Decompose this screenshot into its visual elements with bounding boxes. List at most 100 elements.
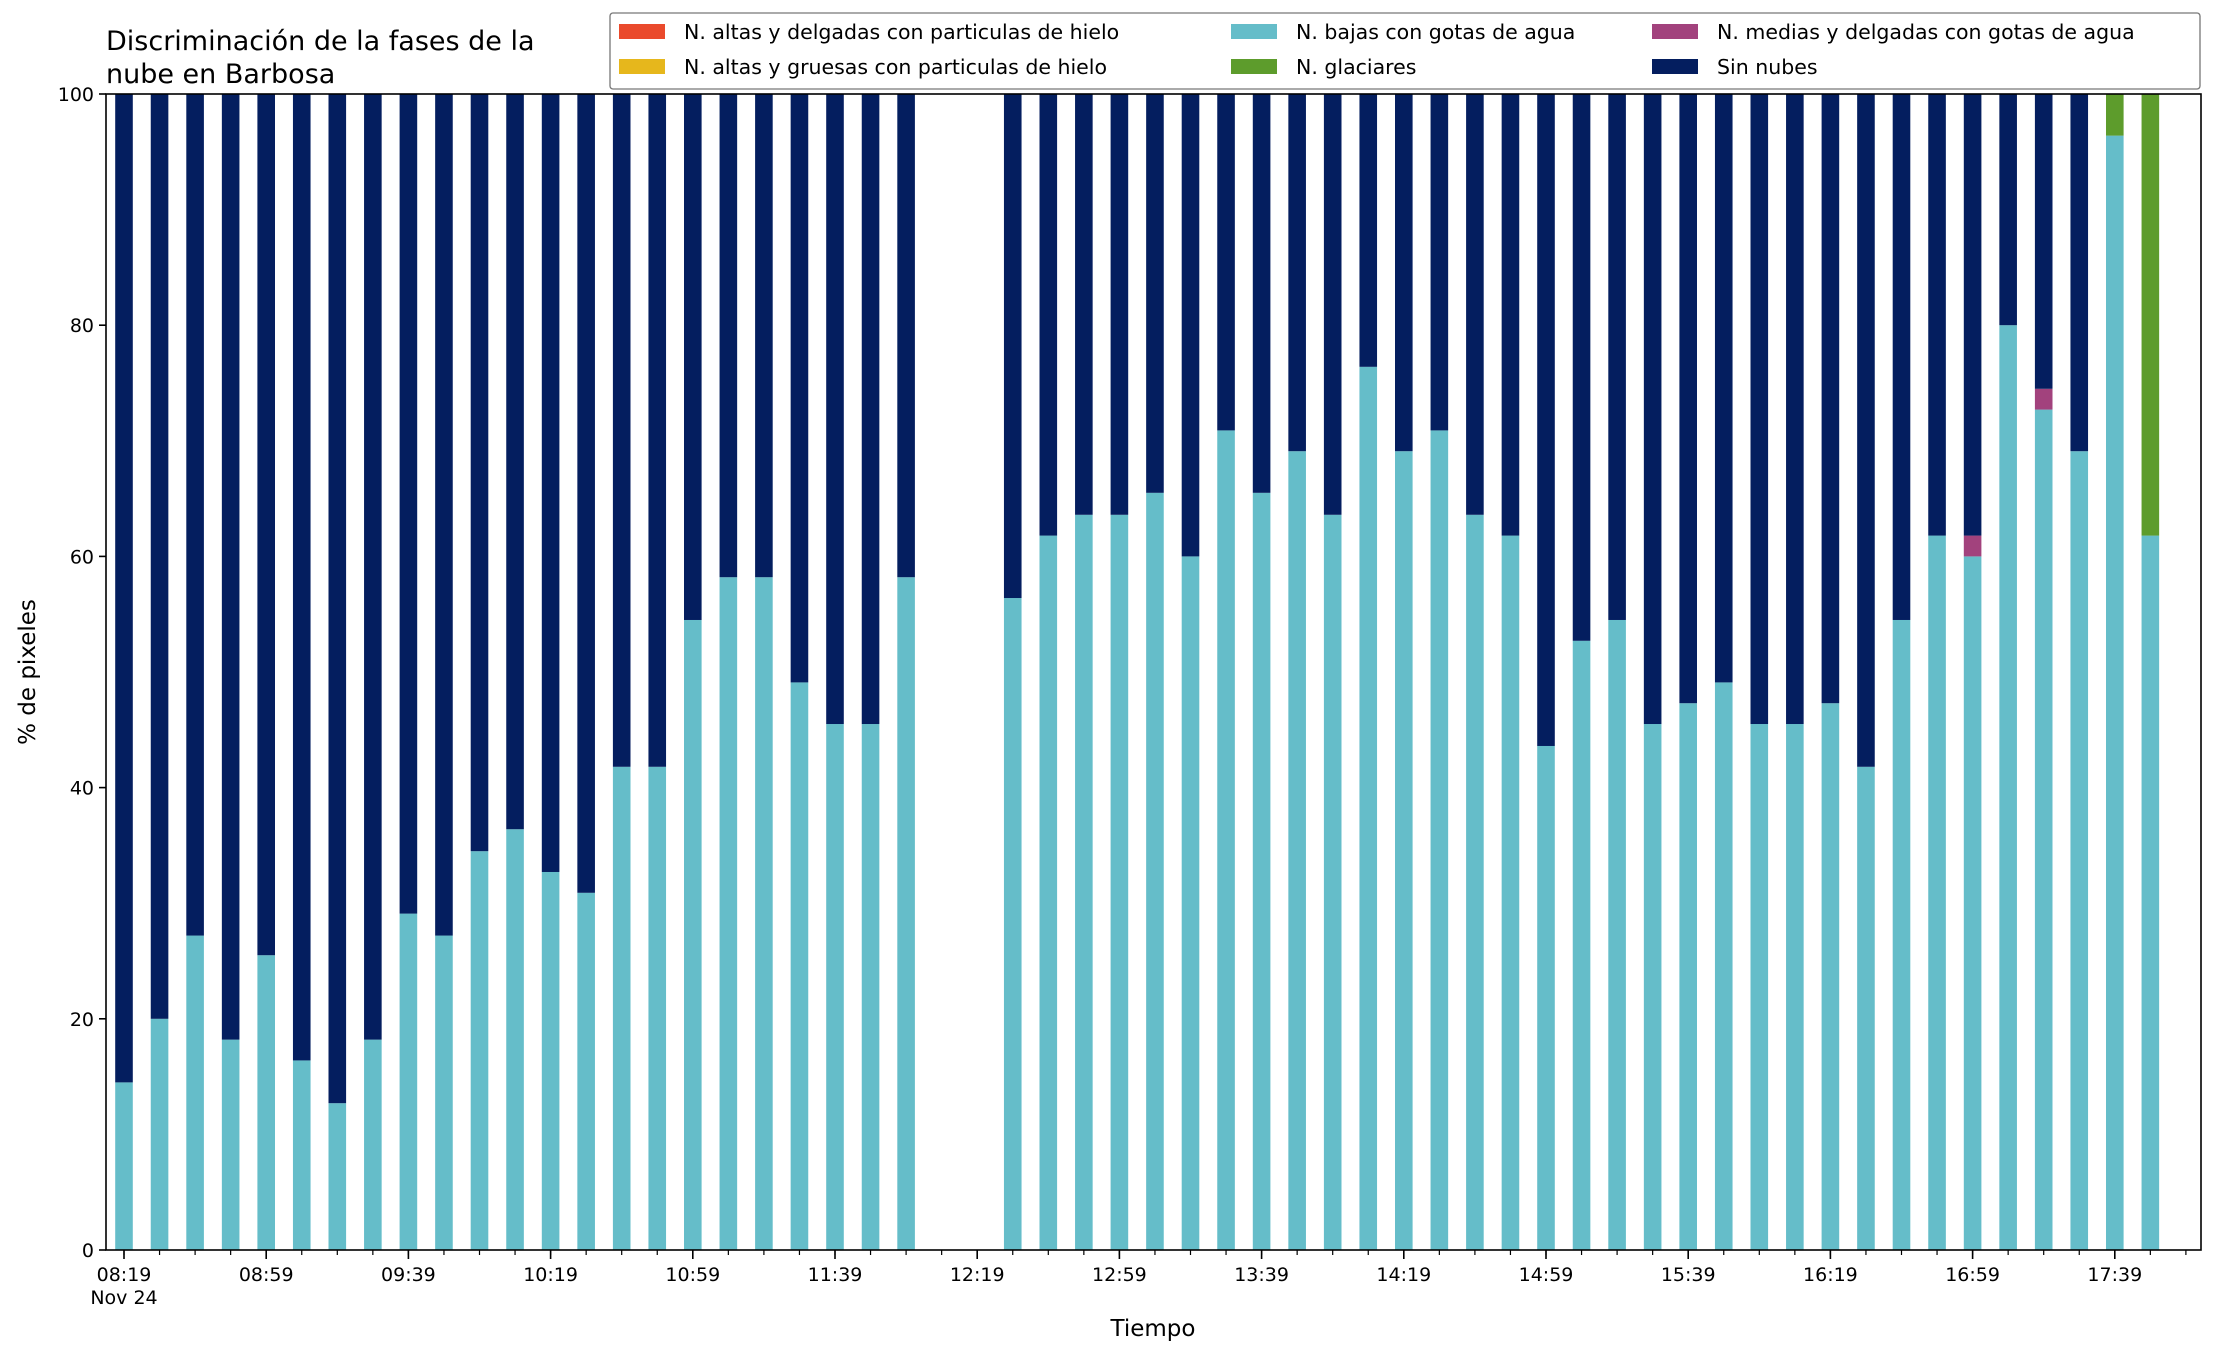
bar-segment-1129-s2 — [790, 682, 809, 1250]
bar-segment-0939-s2 — [399, 913, 418, 1250]
bar-segment-1259-s5 — [1110, 94, 1129, 515]
bar-segment-1359-s2 — [1323, 514, 1342, 1250]
x-tick-label: 12:59 — [1092, 1264, 1147, 1286]
bar-segment-1609-s2 — [1786, 724, 1804, 1250]
bar-segment-0929-s5 — [364, 94, 382, 1040]
bar-segment-1719-s5 — [2034, 94, 2053, 389]
x-tick-label: 08:59 — [239, 1264, 294, 1286]
bar-segment-1649-s5 — [1928, 94, 1946, 536]
bar-segment-0919-s2 — [328, 1103, 347, 1250]
bar-segment-1329-s5 — [1217, 94, 1235, 431]
bar-segment-0949-s5 — [435, 94, 453, 936]
x-tick-label: 16:19 — [1803, 1264, 1858, 1286]
x-tick-label: 16:59 — [1945, 1264, 2000, 1286]
bar-segment-1159-s2 — [897, 577, 915, 1250]
bar-segment-0859-s2 — [257, 955, 275, 1250]
bar-segment-0959-s5 — [470, 94, 489, 852]
legend-frame — [609, 12, 2201, 90]
bar-segment-1449-s2 — [1501, 535, 1520, 1250]
bar-segment-1259-s2 — [1110, 514, 1129, 1250]
bar-segment-1739-s2 — [2106, 135, 2124, 1250]
x-tick-label: 14:19 — [1376, 1264, 1431, 1286]
legend-swatch — [619, 24, 665, 39]
bar-segment-1509-s5 — [1572, 94, 1591, 641]
bar-segment-1349-s5 — [1288, 94, 1306, 452]
bar-segment-1719-s4 — [2034, 388, 2053, 410]
bar-segment-1119-s2 — [755, 577, 773, 1250]
legend-label: N. altas y delgadas con particulas de hi… — [684, 20, 1119, 44]
bar-segment-0829-s5 — [150, 94, 169, 1019]
bar-segment-1059-s5 — [684, 94, 702, 620]
bar-segment-1009-s2 — [506, 829, 524, 1250]
legend-label: N. bajas con gotas de agua — [1296, 20, 1575, 44]
x-tick-label: 12:19 — [950, 1264, 1005, 1286]
x-tick-label: 11:39 — [808, 1264, 863, 1286]
bar-segment-1629-s2 — [1857, 766, 1875, 1250]
bar-segment-1649-s2 — [1928, 535, 1946, 1250]
legend-label: N. glaciares — [1296, 55, 1416, 79]
bar-segment-1109-s2 — [719, 577, 738, 1250]
bar-segment-1059-s2 — [684, 619, 702, 1250]
bar-segment-0939-s5 — [399, 94, 418, 914]
bar-segment-0909-s2 — [292, 1060, 311, 1250]
bar-segment-1329-s2 — [1217, 430, 1235, 1250]
bar-segment-1439-s2 — [1466, 514, 1484, 1250]
bar-segment-0909-s5 — [292, 94, 311, 1061]
x-tick-label: 10:59 — [665, 1264, 720, 1286]
bar-segment-1349-s2 — [1288, 451, 1306, 1250]
y-tick-label: 60 — [70, 546, 94, 568]
legend-swatch — [1652, 24, 1698, 39]
bar-segment-1529-s2 — [1643, 724, 1662, 1250]
bar-segment-1009-s5 — [506, 94, 524, 830]
bar-segment-1439-s5 — [1466, 94, 1484, 515]
bar-segment-1459-s2 — [1537, 745, 1555, 1250]
bar-segment-1729-s2 — [2070, 451, 2089, 1250]
bar-segment-1559-s2 — [1750, 724, 1769, 1250]
bar-segment-1619-s2 — [1821, 703, 1840, 1250]
bar-segment-1449-s5 — [1501, 94, 1520, 536]
bar-segment-1429-s2 — [1430, 430, 1449, 1250]
bar-segment-1139-s2 — [826, 724, 844, 1250]
y-tick-label: 80 — [70, 315, 94, 337]
bar-segment-1309-s5 — [1146, 94, 1164, 493]
x-tick-label: 17:39 — [2087, 1264, 2142, 1286]
legend: N. altas y delgadas con particulas de hi… — [609, 12, 2201, 90]
bar-segment-1749-s3 — [2141, 94, 2160, 536]
legend-label: Sin nubes — [1717, 55, 1818, 79]
bar-segment-1709-s5 — [1999, 94, 2017, 326]
x-axis-label: Tiempo — [1110, 1316, 1196, 1342]
bar-segment-1149-s2 — [861, 724, 880, 1250]
y-tick-label: 0 — [82, 1240, 94, 1262]
bar-segment-1629-s5 — [1857, 94, 1875, 767]
x-tick-label: 10:19 — [523, 1264, 578, 1286]
bar-segment-1609-s5 — [1786, 94, 1804, 725]
bar-segment-1729-s5 — [2070, 94, 2089, 452]
bar-segment-1119-s5 — [755, 94, 773, 578]
x-tick-label: 09:39 — [381, 1264, 436, 1286]
y-axis: 0 20 40 60 80 100 — [58, 84, 106, 1262]
bar-segment-1549-s2 — [1714, 682, 1733, 1250]
x-tick-label: 14:59 — [1519, 1264, 1574, 1286]
bar-segment-0859-s5 — [257, 94, 275, 956]
bar-segment-1509-s2 — [1572, 640, 1591, 1250]
x-tick-label: 08:19 — [97, 1264, 152, 1286]
bar-segment-1419-s2 — [1395, 451, 1413, 1250]
bar-segment-1409-s5 — [1359, 94, 1378, 367]
bar-segment-1229-s2 — [1003, 598, 1022, 1250]
bar-segment-1129-s5 — [790, 94, 809, 683]
bar-segment-0929-s2 — [364, 1039, 382, 1250]
legend-label: N. altas y gruesas con particulas de hie… — [684, 55, 1107, 79]
legend-swatch — [1231, 24, 1277, 39]
bar-segment-1139-s5 — [826, 94, 844, 725]
bar-segment-1529-s5 — [1643, 94, 1662, 725]
bar-segment-1549-s5 — [1714, 94, 1733, 683]
bar-segment-1019-s2 — [541, 871, 560, 1250]
bars-layer — [115, 94, 2160, 1251]
bar-segment-1639-s5 — [1892, 94, 1911, 620]
legend-swatch — [1652, 59, 1698, 74]
bar-segment-1049-s2 — [648, 766, 667, 1250]
bar-segment-1459-s5 — [1537, 94, 1555, 746]
bar-segment-1339-s2 — [1252, 492, 1271, 1250]
bar-segment-1739-s3 — [2106, 94, 2124, 136]
bar-segment-1359-s5 — [1323, 94, 1342, 515]
